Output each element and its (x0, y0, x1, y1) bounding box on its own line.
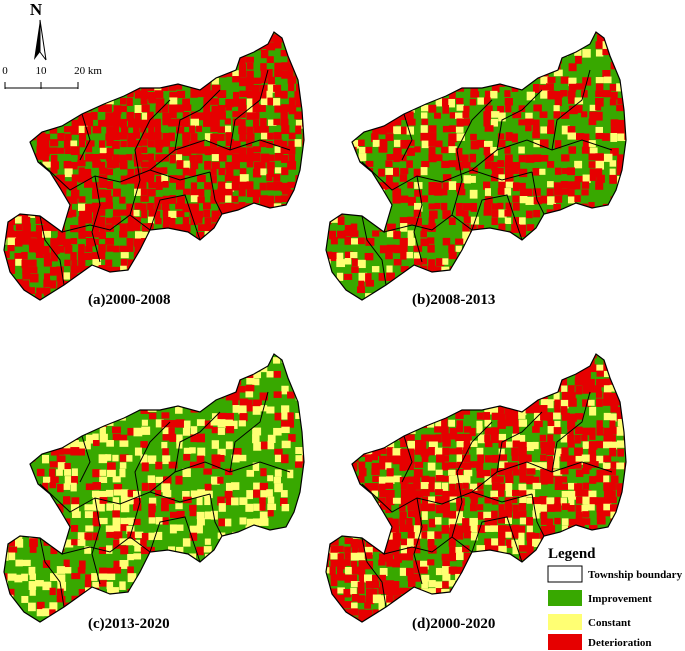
scale-tick-10: 10 (36, 65, 48, 77)
legend-swatch-deterioration (548, 634, 582, 650)
township-boundary (229, 391, 269, 473)
panel-label-a: (a)2000-2008 (88, 292, 171, 308)
township-boundary (471, 139, 613, 171)
township-boundary (39, 537, 65, 608)
township-boundary (531, 171, 545, 215)
township-boundary (401, 435, 413, 483)
township-boundary (149, 516, 201, 563)
township-boundary (39, 215, 65, 286)
legend-swatch-township-boundary (547, 565, 583, 583)
panel-label-d: (d)2000-2020 (412, 616, 495, 632)
township-boundary (451, 99, 493, 216)
region-outline (3, 353, 305, 623)
township-boundary (471, 194, 523, 241)
scale-tick-0: 0 (2, 65, 8, 77)
scale-bar: 0 10 20 km (2, 65, 102, 89)
region-outline (3, 31, 305, 301)
township-boundary (451, 421, 493, 538)
township-boundary (209, 493, 223, 537)
panel-label-b: (b)2008-2013 (412, 292, 495, 308)
map-panel-a (3, 31, 305, 301)
township-boundary (61, 214, 151, 233)
township-boundary (361, 215, 387, 286)
township-boundary (149, 139, 291, 171)
township-boundary (383, 214, 473, 233)
change-raster (4, 32, 304, 300)
legend-title: Legend (548, 546, 596, 562)
change-raster (4, 354, 304, 622)
panel-label-c: (c)2013-2020 (88, 616, 170, 632)
township-boundary (209, 171, 223, 215)
township-boundary (551, 391, 591, 473)
township-boundary (471, 516, 523, 563)
legend-label-township-boundary: Township boundary (588, 569, 683, 581)
township-boundary (531, 493, 545, 537)
township-boundary (361, 537, 387, 608)
north-arrow-half-icon (39, 19, 47, 61)
township-boundary (413, 175, 423, 263)
map-panel-c (3, 353, 305, 623)
legend-swatch-constant (548, 614, 582, 630)
township-boundary (129, 421, 171, 538)
township-boundary (413, 497, 423, 585)
township-boundary (39, 483, 211, 513)
legend-label-improvement: Improvement (588, 593, 652, 605)
map-panel-b (325, 31, 627, 301)
north-arrow: N (30, 0, 47, 61)
township-boundary (91, 497, 101, 585)
township-boundary (79, 113, 91, 161)
township-boundary (383, 536, 473, 555)
township-boundary (79, 435, 91, 483)
township-boundary (39, 161, 211, 191)
region-outline (325, 353, 627, 623)
township-boundary (149, 461, 291, 493)
township-boundary (61, 536, 151, 555)
township-boundary (471, 461, 613, 493)
scale-tick-20: 20 km (74, 65, 102, 77)
map-panel-d (325, 353, 627, 623)
legend-swatch-improvement (548, 590, 582, 606)
township-boundary (149, 194, 201, 241)
township-boundary (361, 161, 533, 191)
change-raster (326, 354, 626, 622)
north-label: N (30, 0, 43, 19)
region-outline (325, 31, 627, 301)
legend-label-constant: Constant (588, 617, 631, 629)
township-boundary (229, 69, 269, 151)
township-boundary (174, 411, 221, 473)
township-boundary (496, 411, 543, 473)
north-arrow-icon (34, 20, 40, 60)
legend-label-deterioration: Deterioration (588, 637, 652, 649)
township-boundary (91, 175, 101, 263)
legend: Legend Township boundary Improvement Con… (547, 546, 683, 650)
township-boundary (551, 69, 591, 151)
change-raster (326, 32, 626, 300)
township-boundary (174, 89, 221, 151)
township-boundary (129, 99, 171, 216)
township-boundary (401, 113, 413, 161)
township-boundary (361, 483, 533, 513)
township-boundary (496, 89, 543, 151)
